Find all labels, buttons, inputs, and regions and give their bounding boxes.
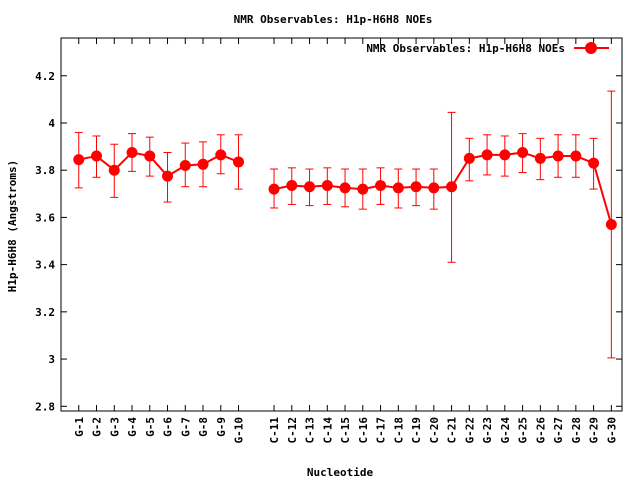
data-point — [339, 182, 351, 194]
x-tick-label: G-29 — [588, 417, 601, 444]
data-point — [534, 152, 546, 164]
x-tick-label: G-3 — [108, 417, 121, 437]
x-tick-label: G-24 — [499, 417, 512, 444]
y-tick-label: 4.2 — [35, 70, 55, 83]
series-points — [73, 146, 617, 230]
x-tick-label: G-28 — [570, 417, 583, 444]
data-point — [499, 149, 511, 161]
data-point — [588, 157, 600, 169]
legend: NMR Observables: H1p-H6H8 NOEs — [366, 42, 609, 55]
x-tick-label: G-9 — [215, 417, 228, 437]
data-point — [179, 159, 191, 171]
data-point — [410, 181, 422, 193]
x-tick-label: G-22 — [463, 417, 476, 444]
x-tick-label: C-17 — [375, 417, 388, 444]
series-line-segment — [78, 151, 239, 178]
error-bars — [74, 90, 616, 359]
x-tick-label: C-12 — [286, 417, 299, 444]
data-point — [392, 182, 404, 194]
x-tick-label: G-2 — [91, 417, 104, 437]
x-tick-label: C-20 — [428, 417, 441, 444]
plot-frame — [60, 37, 623, 412]
x-axis-label: Nucleotide — [307, 466, 374, 479]
y-axis-label: H1p-H6H8 (Angstroms) — [6, 160, 19, 292]
x-tick-label: G-5 — [144, 417, 157, 437]
data-point — [357, 183, 369, 195]
y-tick-label: 2.8 — [35, 400, 55, 413]
data-point — [144, 150, 156, 162]
data-point — [321, 180, 333, 192]
x-axis-ticks: G-1 G-2 G-3 G-4 G-5 G-6 G-7 G-8 G-9 G-10 C-11 C-12 C… — [73, 38, 618, 444]
data-point — [162, 170, 174, 182]
data-point — [463, 152, 475, 164]
x-tick-label: G-23 — [481, 417, 494, 444]
plot-area — [60, 37, 623, 412]
data-point — [517, 146, 529, 158]
y-tick-label: 3.6 — [35, 211, 55, 224]
data-point — [268, 183, 280, 195]
legend-marker — [585, 42, 597, 54]
x-tick-label: G-1 — [73, 417, 86, 437]
data-point — [446, 181, 458, 193]
y-tick-label: 3.2 — [35, 306, 55, 319]
data-point — [73, 154, 85, 166]
x-tick-label: G-7 — [179, 417, 192, 437]
data-point — [375, 180, 387, 192]
x-tick-label: C-15 — [339, 417, 352, 444]
data-point — [233, 156, 245, 168]
x-tick-label: C-18 — [392, 417, 405, 444]
data-point — [304, 181, 316, 193]
y-tick-label: 4 — [48, 117, 55, 130]
y-tick-label: 3 — [48, 353, 55, 366]
data-point — [91, 150, 103, 162]
data-point — [481, 149, 493, 161]
data-point — [215, 149, 227, 161]
x-tick-label: C-14 — [321, 417, 334, 444]
data-point — [428, 182, 440, 194]
data-point — [286, 180, 298, 192]
data-point — [552, 150, 564, 162]
chart-title: NMR Observables: H1p-H6H8 NOEs — [234, 13, 433, 26]
x-tick-label: G-27 — [552, 417, 565, 444]
x-tick-label: C-13 — [304, 417, 317, 444]
data-point — [108, 164, 120, 176]
y-tick-label: 3.4 — [35, 259, 55, 272]
x-tick-label: G-4 — [126, 417, 139, 437]
y-tick-label: 3.8 — [35, 164, 55, 177]
x-tick-label: G-10 — [233, 417, 246, 444]
x-tick-label: C-21 — [446, 417, 459, 444]
x-tick-label: G-26 — [534, 417, 547, 444]
data-point — [570, 150, 582, 162]
x-tick-label: C-11 — [268, 417, 281, 444]
data-point — [197, 158, 209, 170]
x-tick-label: C-19 — [410, 417, 423, 444]
x-tick-label: G-25 — [517, 417, 530, 444]
legend-label: NMR Observables: H1p-H6H8 NOEs — [366, 42, 565, 55]
x-tick-label: G-8 — [197, 417, 210, 437]
data-point — [605, 219, 617, 230]
data-point — [126, 146, 138, 158]
y-axis-ticks: 2.8 3 3.2 3.4 3.6 3.8 4 4.2 — [35, 70, 622, 413]
x-tick-label: G-6 — [162, 417, 175, 437]
x-tick-label: G-30 — [605, 417, 618, 444]
x-tick-label: C-16 — [357, 417, 370, 444]
